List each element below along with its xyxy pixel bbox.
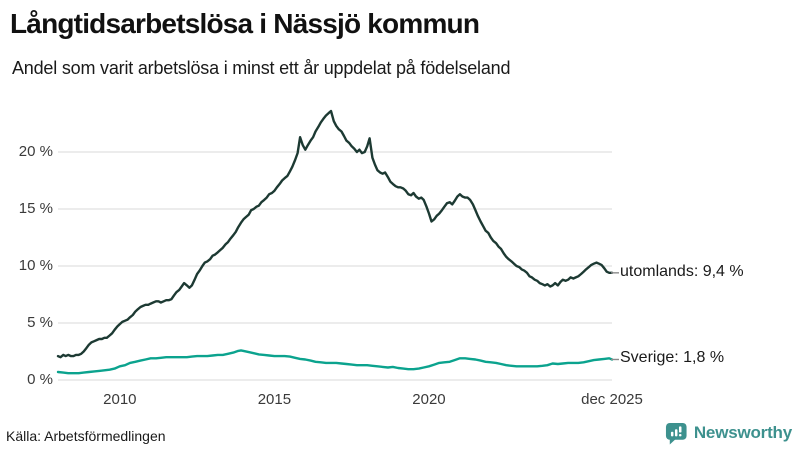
series-end-label-sverige: Sverige: 1,8 %	[620, 349, 725, 367]
series-line-sverige	[56, 349, 614, 375]
series-line-utomlands	[56, 109, 614, 359]
y-tick-label: 10 %	[18, 257, 53, 274]
page-title: Långtidsarbetslösa i Nässjö kommun	[10, 8, 480, 39]
page-subtitle: Andel som varit arbetslösa i minst ett å…	[12, 58, 511, 78]
x-tick-label: 2015	[257, 391, 292, 408]
series-end-label-utomlands: utomlands: 9,4 %	[620, 262, 744, 280]
y-tick-label: 0 %	[27, 371, 53, 388]
y-tick-label: 20 %	[18, 143, 53, 160]
y-tick-label: 5 %	[27, 314, 53, 331]
newsworthy-brand: Newsworthy	[665, 421, 792, 445]
brand-name: Newsworthy	[693, 423, 792, 442]
x-tick-label: dec 2025	[581, 391, 643, 408]
y-tick-label: 15 %	[18, 200, 53, 217]
source-caption: Källa: Arbetsförmedlingen	[6, 428, 166, 444]
newsworthy-logo-icon	[665, 422, 687, 445]
x-tick-label: 2010	[103, 391, 137, 408]
x-tick-label: 2020	[412, 391, 446, 408]
